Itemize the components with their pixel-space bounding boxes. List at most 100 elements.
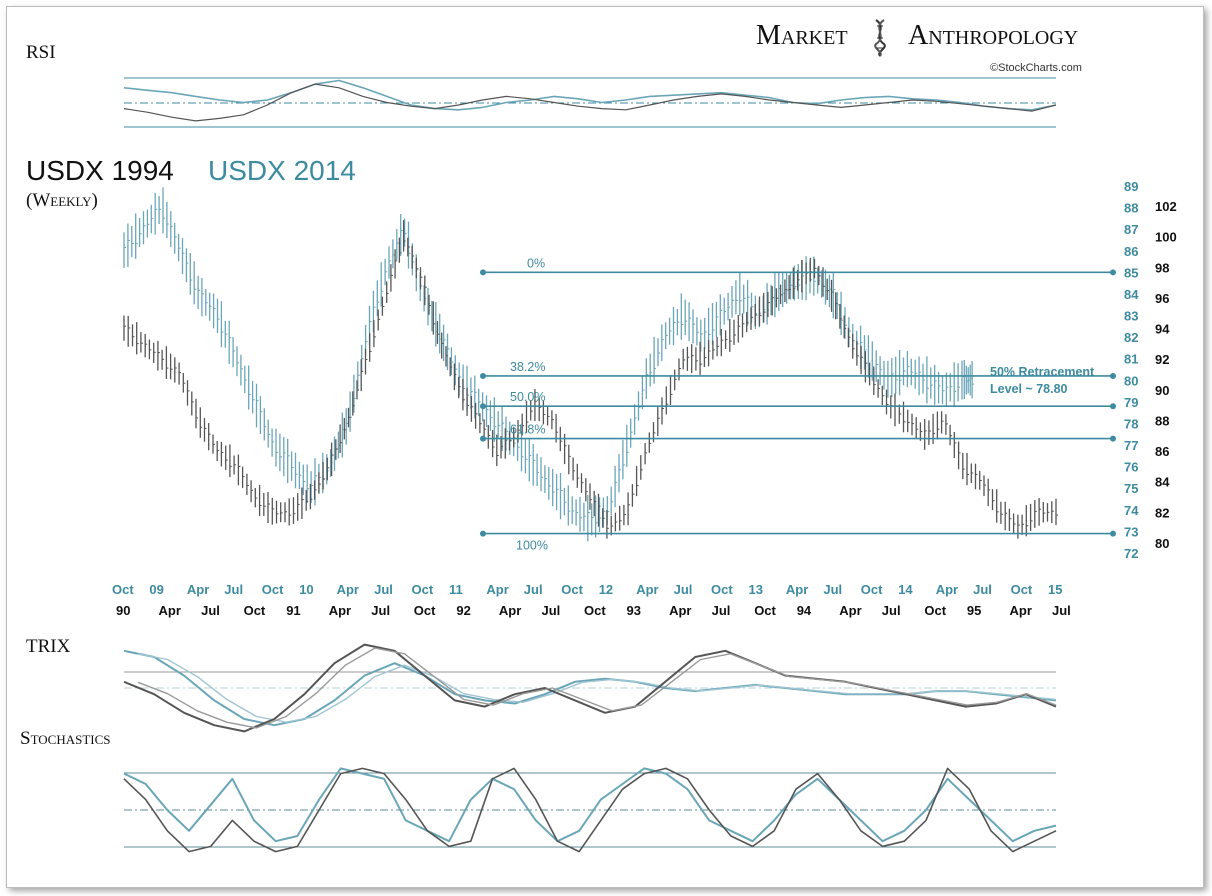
trix-panel (123, 643, 1057, 733)
axis-2014-tick: 83 (1124, 309, 1138, 324)
stochastics-panel (123, 767, 1057, 853)
fib-dot-left-3 (480, 435, 486, 442)
x-tick-1994: Apr (669, 603, 691, 618)
fib-dot-left-1 (480, 372, 486, 379)
axis-2014-tick: 86 (1124, 244, 1138, 259)
title-1994: USDX 1994 (26, 155, 174, 186)
x-tick-2014: Apr (936, 582, 958, 597)
x-tick-1994: Oct (584, 603, 606, 618)
axis-1994-tick: 96 (1155, 291, 1169, 306)
axis-2014-tick: 75 (1124, 481, 1138, 496)
fib-dot-right-2 (1110, 403, 1116, 410)
axis-2014-tick: 72 (1124, 546, 1138, 561)
rsi-line-1994 (123, 83, 1057, 122)
x-tick-2014: Oct (861, 582, 883, 597)
x-tick-2014: Apr (337, 582, 359, 597)
x-tick-1994: 95 (967, 603, 981, 618)
stochastics-label: Stochastics (20, 728, 111, 749)
dna-helix-icon (874, 19, 886, 57)
x-tick-1994: 92 (456, 603, 470, 618)
fib-dot-right-3 (1110, 435, 1116, 442)
axis-1994-tick: 82 (1155, 505, 1169, 520)
fib-label-2: 50.0% (510, 390, 545, 404)
fib-dot-right-4 (1110, 530, 1116, 537)
price-panel (123, 187, 1058, 542)
trix-label: TRIX (26, 636, 71, 657)
x-tick-1994: Apr (499, 603, 521, 618)
axis-2014-tick: 77 (1124, 438, 1138, 453)
rsi-panel (123, 77, 1057, 128)
retracement-note-line1: 50% Retracement (990, 365, 1095, 379)
x-tick-1994: 90 (116, 603, 130, 618)
x-tick-2014: 13 (749, 582, 763, 597)
trix-signal-1994 (137, 647, 1057, 729)
axis-1994-tick: 94 (1155, 322, 1170, 337)
x-tick-1994: Oct (414, 603, 436, 618)
x-tick-1994: Oct (754, 603, 776, 618)
fib-dot-right-0 (1110, 269, 1116, 276)
x-tick-2014: Oct (112, 582, 134, 597)
axis-1994-tick: 84 (1155, 475, 1170, 490)
axis-1994-tick: 98 (1155, 260, 1169, 275)
x-tick-2014: 12 (599, 582, 613, 597)
axis-2014-tick: 85 (1124, 265, 1138, 280)
axis-1994-tick: 90 (1155, 383, 1169, 398)
x-tick-1994: Jul (201, 603, 220, 618)
trix-line-1994 (123, 643, 1057, 733)
axis-1994-tick: 92 (1155, 352, 1169, 367)
title-2014: USDX 2014 (208, 155, 356, 186)
axis-2014-tick: 84 (1124, 287, 1139, 302)
x-tick-1994: Jul (371, 603, 390, 618)
axis-1994-tick: 100 (1155, 230, 1177, 245)
chart-subtitle: (Weekly) (26, 190, 98, 211)
stoch-line-2014 (123, 767, 1057, 843)
fibonacci-levels: 0% 38.2% 50.0% 61.8% 100% (480, 256, 1116, 553)
x-tick-2014: Jul (524, 582, 543, 597)
x-tick-2014: Oct (262, 582, 284, 597)
price-axes: 89 88 87 86 85 84 83 82 81 80 79 78 77 76 75 74 73 72 102 1… (1124, 179, 1177, 561)
brand-name-right: Anthropology (908, 20, 1078, 51)
axis-2014-tick: 76 (1124, 460, 1138, 475)
x-tick-1994: 93 (627, 603, 641, 618)
x-tick-2014: Oct (561, 582, 583, 597)
axis-2014-tick: 79 (1124, 395, 1138, 410)
x-tick-2014: Jul (674, 582, 693, 597)
x-tick-2014: Apr (187, 582, 209, 597)
x-tick-1994: Jul (1052, 603, 1071, 618)
x-tick-1994: 91 (286, 603, 300, 618)
date-axes: Oct 09 Apr Jul Oct 10 Apr Jul Oct 11 Apr Jul Oct 12 Ap… (112, 582, 1071, 618)
rsi-label: RSI (26, 42, 56, 63)
fib-label-0: 0% (527, 256, 545, 270)
x-tick-2014: Oct (711, 582, 733, 597)
x-tick-1994: Apr (1010, 603, 1032, 618)
axis-2014-tick: 87 (1124, 222, 1138, 237)
fib-label-4: 100% (516, 539, 548, 553)
fib-label-3: 61.8% (510, 423, 545, 437)
x-tick-1994: Oct (244, 603, 266, 618)
x-tick-2014: Oct (412, 582, 434, 597)
x-tick-1994: Jul (882, 603, 901, 618)
axis-1994-tick: 86 (1155, 444, 1169, 459)
x-tick-2014: Apr (486, 582, 508, 597)
axis-2014-tick: 80 (1124, 373, 1138, 388)
stoch-line-1994 (123, 767, 1057, 853)
fib-dot-left-4 (480, 530, 486, 537)
axis-2014-tick: 82 (1124, 330, 1138, 345)
axis-2014-tick: 89 (1124, 179, 1138, 194)
x-tick-1994: Jul (542, 603, 561, 618)
x-tick-2014: Jul (224, 582, 243, 597)
axis-2014-tick: 78 (1124, 417, 1138, 432)
axis-1994-tick: 102 (1155, 199, 1177, 214)
x-tick-2014: 15 (1048, 582, 1062, 597)
x-tick-2014: 14 (898, 582, 913, 597)
axis-2014-tick: 73 (1124, 524, 1138, 539)
brand-name-left: Market (756, 20, 848, 51)
x-tick-1994: Apr (329, 603, 351, 618)
axis-1994-tick: 88 (1155, 414, 1169, 429)
x-tick-2014: Apr (786, 582, 808, 597)
x-tick-2014: Apr (636, 582, 658, 597)
x-tick-2014: 10 (299, 582, 313, 597)
x-tick-2014: Jul (823, 582, 842, 597)
fib-dot-left-2 (480, 403, 486, 410)
